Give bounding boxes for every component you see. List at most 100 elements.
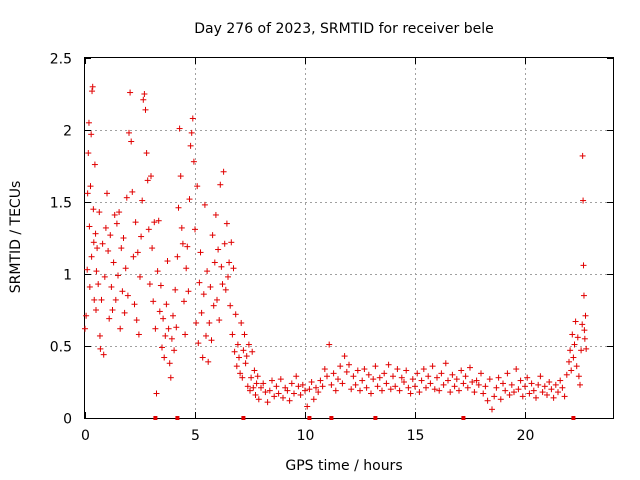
data-point	[237, 370, 244, 377]
data-point	[387, 386, 394, 393]
data-point	[500, 380, 506, 387]
data-point	[359, 377, 366, 384]
data-point	[109, 307, 116, 313]
data-point	[219, 281, 226, 288]
data-point	[84, 266, 91, 273]
data-point	[552, 381, 559, 388]
data-point	[372, 363, 379, 370]
data-point	[210, 302, 217, 309]
data-points	[82, 83, 590, 420]
data-point	[546, 379, 553, 385]
data-point	[324, 373, 330, 380]
data-point	[577, 381, 583, 388]
data-point	[86, 223, 93, 230]
data-point	[204, 268, 211, 275]
data-point	[370, 376, 377, 383]
data-point	[273, 383, 280, 390]
data-point	[473, 377, 480, 384]
data-point	[189, 115, 196, 122]
data-point	[348, 386, 355, 393]
data-point	[96, 332, 103, 339]
x-tick-label: 10	[297, 428, 315, 444]
data-point	[249, 348, 256, 355]
data-point	[508, 381, 515, 388]
data-point	[91, 296, 98, 303]
data-point	[207, 283, 214, 290]
data-point	[328, 381, 335, 388]
y-tick-label: 2	[63, 124, 72, 140]
data-point	[277, 376, 284, 383]
data-point	[515, 386, 522, 393]
data-point	[352, 381, 359, 388]
zero-point-marker	[307, 416, 312, 420]
data-point	[148, 173, 154, 180]
data-point	[166, 360, 173, 367]
y-tick-label: 1.5	[50, 196, 72, 212]
data-point	[288, 380, 295, 387]
data-point	[504, 370, 511, 377]
data-point	[162, 332, 169, 339]
data-point	[574, 334, 581, 341]
data-point	[541, 383, 548, 390]
data-point	[398, 374, 405, 381]
data-point	[100, 351, 107, 358]
data-point	[572, 318, 579, 325]
data-point	[489, 406, 495, 413]
data-point	[374, 383, 381, 390]
data-point	[357, 387, 363, 394]
data-point	[86, 283, 93, 290]
data-point	[212, 211, 219, 218]
data-point	[173, 324, 180, 331]
data-point	[412, 383, 418, 390]
zero-point-marker	[373, 416, 378, 420]
data-point	[462, 373, 469, 380]
data-point	[471, 389, 478, 396]
data-point	[175, 204, 182, 211]
data-point	[550, 394, 557, 401]
data-point	[407, 390, 414, 397]
data-point	[177, 173, 184, 180]
data-point	[156, 308, 163, 315]
data-point	[484, 397, 491, 404]
zero-point-marker	[461, 416, 466, 420]
data-point	[196, 279, 203, 286]
y-tick-label: 0.5	[50, 340, 72, 356]
data-point	[434, 374, 440, 381]
data-point	[284, 387, 291, 394]
data-point	[139, 197, 146, 204]
data-point	[524, 374, 531, 381]
data-point	[271, 393, 278, 400]
data-point	[478, 370, 484, 377]
data-point	[183, 265, 190, 272]
data-point	[511, 389, 517, 396]
data-point	[361, 366, 368, 373]
data-point	[194, 183, 201, 190]
data-point	[223, 220, 230, 227]
data-point	[90, 239, 97, 246]
data-point	[506, 391, 513, 398]
data-point	[94, 245, 101, 252]
data-point	[155, 217, 162, 224]
data-point	[93, 268, 100, 275]
data-point	[423, 384, 429, 391]
data-point	[244, 383, 251, 390]
data-point	[425, 373, 432, 380]
data-point	[134, 249, 141, 256]
data-point	[115, 272, 121, 279]
data-point	[420, 366, 427, 373]
x-tick-label: 15	[407, 428, 425, 444]
data-point	[227, 302, 234, 309]
data-point	[87, 183, 94, 190]
zero-point-marker	[571, 416, 576, 420]
data-point	[517, 377, 524, 384]
data-point	[157, 282, 164, 289]
data-point	[214, 296, 220, 303]
data-point	[568, 367, 575, 374]
data-point	[152, 325, 159, 332]
data-point	[186, 196, 193, 203]
data-point	[379, 387, 385, 394]
data-point	[262, 389, 269, 396]
data-point	[92, 230, 99, 237]
data-point	[469, 379, 476, 385]
data-point	[120, 235, 127, 241]
